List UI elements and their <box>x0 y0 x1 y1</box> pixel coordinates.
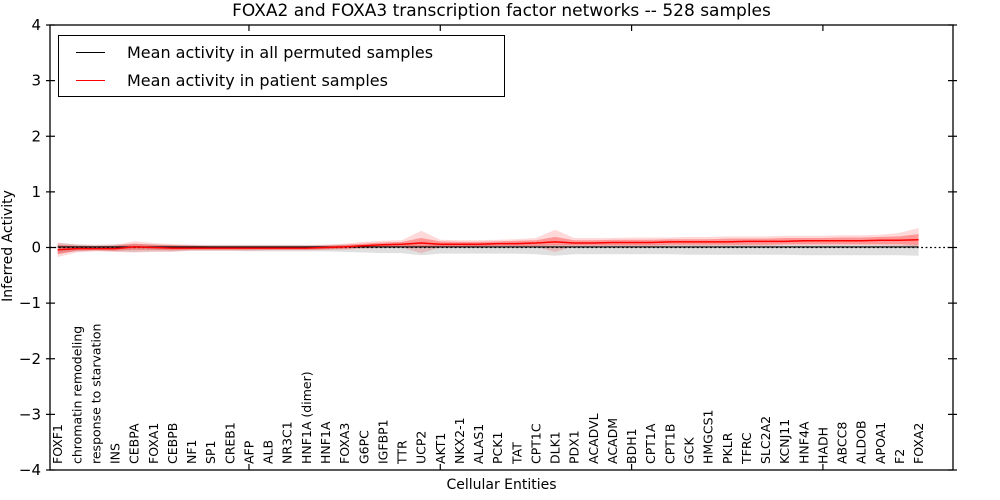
y-tick-label: −4 <box>19 461 41 479</box>
y-tick-label: 1 <box>31 183 41 201</box>
x-tick-label: IGFBP1 <box>375 419 390 464</box>
x-tick-label: FOXA1 <box>146 423 161 464</box>
x-tick-label: KCNJ11 <box>777 419 792 464</box>
x-tick-label: ALB <box>261 440 276 464</box>
x-tick-label: GCK <box>682 437 697 464</box>
x-tick-label: NKX2-1 <box>452 417 467 464</box>
x-tick-label: CEBPA <box>127 423 142 464</box>
x-tick-label: PKLR <box>720 432 735 464</box>
x-tick-label: ABCC8 <box>835 422 850 464</box>
x-tick-label: CPT1A <box>643 423 658 464</box>
x-tick-label: HMGCS1 <box>701 410 716 465</box>
x-tick-label: NR3C1 <box>280 421 295 464</box>
x-tick-label: APOA1 <box>873 422 888 464</box>
y-tick-label: 0 <box>31 239 41 257</box>
legend-item: Mean activity in patient samples <box>59 66 504 94</box>
legend: Mean activity in all permuted samples Me… <box>58 35 505 97</box>
x-tick-label: NF1 <box>184 440 199 465</box>
x-tick-label: SLC2A2 <box>758 416 773 464</box>
x-tick-label: G6PC <box>356 430 371 464</box>
chart-title: FOXA2 and FOXA3 transcription factor net… <box>232 1 771 21</box>
x-tick-label: FOXF1 <box>50 424 65 464</box>
x-tick-label: TTR <box>395 440 410 465</box>
x-tick-label: TFRC <box>739 432 754 465</box>
x-tick-label: ACADVL <box>586 413 601 464</box>
y-tick-label: −3 <box>19 405 41 423</box>
x-tick-label: F2 <box>892 449 907 464</box>
x-tick-label: INS <box>108 443 123 464</box>
x-tick-label: response to starvation <box>88 324 103 465</box>
y-axis-label: Inferred Activity <box>0 190 16 302</box>
x-tick-label: ALDOB <box>854 420 869 464</box>
y-tick-label: −2 <box>19 350 41 368</box>
x-tick-label: AKT1 <box>433 433 448 464</box>
x-tick-label: HADH <box>815 427 830 464</box>
x-tick-label: UCP2 <box>414 431 429 464</box>
x-tick-label: HNF4A <box>796 421 811 464</box>
x-tick-label: DLK1 <box>548 431 563 464</box>
x-tick-label: HNF1A (dimer) <box>299 371 314 464</box>
x-tick-label: CEBPB <box>165 423 180 464</box>
x-tick-label: HNF1A <box>318 421 333 464</box>
legend-line-red-icon <box>76 79 105 81</box>
y-tick-label: 4 <box>31 16 41 34</box>
legend-item-label: Mean activity in patient samples <box>127 70 388 90</box>
y-tick-label: 2 <box>31 127 41 145</box>
x-tick-label: AFP <box>242 440 257 464</box>
legend-item-label: Mean activity in all permuted samples <box>127 42 434 62</box>
x-tick-label: CPT1B <box>662 424 677 464</box>
legend-line-black-icon <box>76 51 105 53</box>
x-tick-label: FOXA2 <box>911 423 926 464</box>
band-patient-outer <box>57 228 919 257</box>
x-tick-label: CPT1C <box>528 423 543 464</box>
x-tick-label: TAT <box>509 442 524 465</box>
x-tick-label: PDX1 <box>567 430 582 464</box>
x-tick-label: CREB1 <box>222 422 237 464</box>
x-tick-label: ACADM <box>605 418 620 464</box>
x-axis-label: Cellular Entities <box>446 477 557 493</box>
x-tick-label: FOXA3 <box>337 423 352 464</box>
x-tick-label: SP1 <box>203 441 218 464</box>
x-tick-label: chromatin remodeling <box>69 326 84 464</box>
legend-item: Mean activity in all permuted samples <box>59 38 504 66</box>
x-tick-label: PCK1 <box>490 432 505 464</box>
y-tick-label: 3 <box>31 72 41 90</box>
series-line-patient <box>57 238 919 251</box>
band-permuted-range <box>57 243 919 256</box>
x-tick-label: ALAS1 <box>471 424 486 464</box>
x-tick-label: BDH1 <box>624 428 639 464</box>
y-tick-label: −1 <box>19 294 41 312</box>
